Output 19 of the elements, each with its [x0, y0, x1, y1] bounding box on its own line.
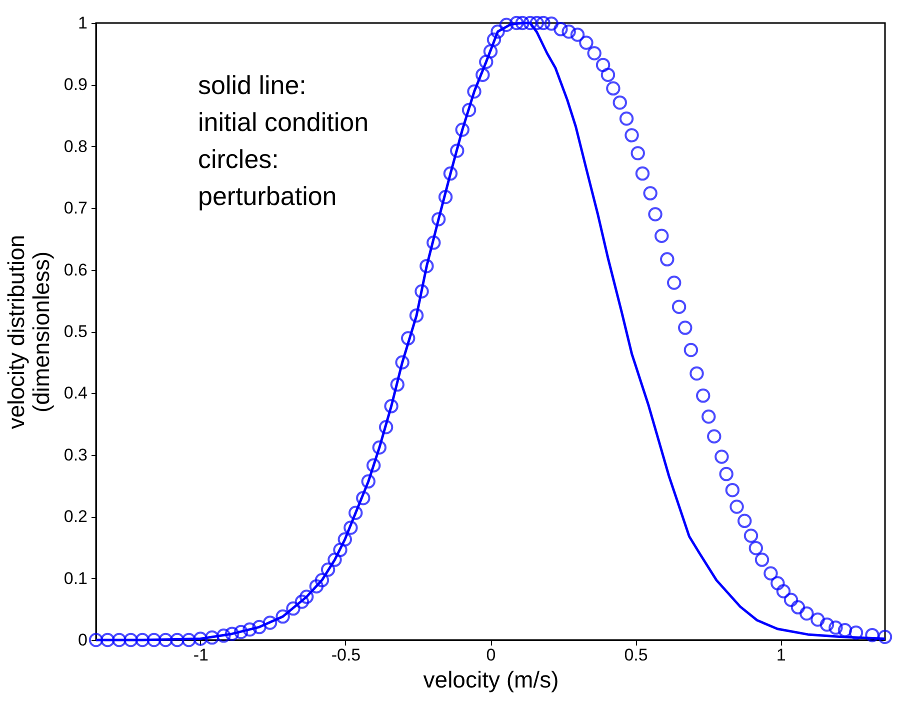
y-tick-label: 0.7 — [64, 198, 88, 218]
y-tick-label: 0.2 — [64, 507, 88, 526]
y-tick-label: 1 — [78, 14, 88, 32]
x-axis-title: velocity (m/s) — [423, 666, 559, 692]
y-tick-label: 0.5 — [64, 322, 88, 341]
x-tick-label: 1 — [776, 646, 786, 664]
y-tick-label: 0.9 — [64, 75, 88, 94]
x-tick-label: -0.5 — [331, 646, 361, 664]
y-tick-label: 0.4 — [64, 384, 88, 403]
y-tick-label: 0.3 — [64, 445, 88, 464]
x-tick-label: -1 — [193, 646, 208, 664]
y-axis-title: velocity distribution (dimensionless) — [2, 234, 54, 430]
annotation: solid line: initial condition circles: perturbation — [198, 70, 369, 211]
x-tick-label: 0.5 — [624, 646, 648, 664]
y-tick-label: 0.8 — [64, 136, 88, 156]
y-tick-label: 0.1 — [64, 568, 88, 588]
y-tick-label: 0 — [78, 630, 88, 650]
y-tick-label: 0.6 — [64, 260, 88, 280]
x-tick-label: 0 — [486, 646, 496, 664]
